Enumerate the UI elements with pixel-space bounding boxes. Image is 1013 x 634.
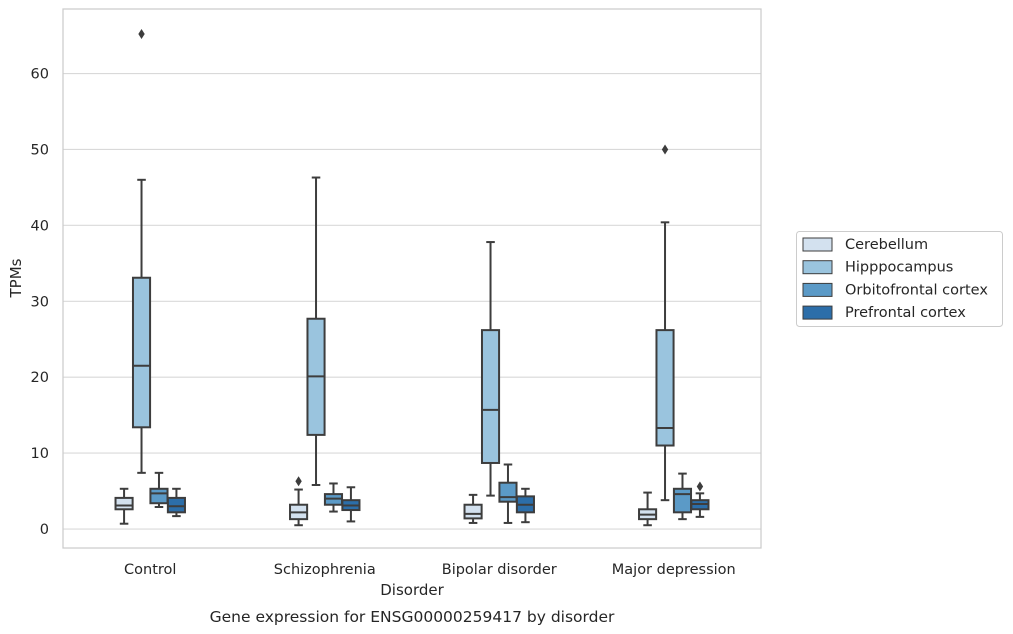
- box-body: [672, 487, 693, 514]
- box-body: [655, 329, 675, 447]
- y-tick-label: 40: [31, 218, 49, 234]
- box-group: [114, 487, 134, 525]
- box-group: [341, 486, 361, 523]
- legend-label: Orbitofrontal cortex: [845, 282, 988, 298]
- legend-swatch: [802, 282, 833, 297]
- y-tick-label: 0: [40, 522, 49, 538]
- legend-label: Cerebellum: [845, 237, 928, 253]
- box-group: [463, 493, 483, 524]
- box-body: [114, 496, 134, 511]
- box-group: [289, 476, 309, 527]
- y-tick-label: 50: [31, 142, 49, 158]
- legend-swatch: [802, 260, 833, 275]
- box-group: [655, 144, 675, 502]
- x-tick-label: Bipolar disorder: [442, 562, 557, 578]
- y-tick-label: 10: [31, 446, 49, 462]
- box-body: [166, 496, 186, 514]
- box-body: [498, 481, 518, 503]
- legend-swatch: [802, 305, 833, 320]
- x-tick-label: Schizophrenia: [274, 562, 376, 578]
- box-body: [131, 276, 152, 429]
- box-groups: [114, 29, 710, 527]
- box-group: [498, 463, 518, 524]
- legend-swatch: [802, 237, 833, 252]
- box-group: [149, 471, 169, 509]
- box-group: [638, 491, 658, 527]
- x-tick-label: Major depression: [612, 562, 736, 578]
- x-tick-label: Control: [124, 562, 176, 578]
- outlier-point: [295, 476, 302, 487]
- y-axis-ticks: 0 10 20 30 40 50 60: [31, 67, 49, 538]
- box-group: [131, 29, 152, 474]
- outlier-point: [661, 144, 669, 155]
- y-axis-label: TPMs: [7, 258, 25, 298]
- legend-label: Hipppocampus: [845, 260, 953, 276]
- legend: Cerebellum Hipppocampus Orbitofrontal cort…: [796, 231, 1003, 327]
- plot-area: [63, 9, 761, 548]
- plot-frame: [62, 8, 762, 549]
- outlier-point: [138, 29, 145, 40]
- legend-frame: [796, 231, 1003, 327]
- box-group: [323, 482, 344, 513]
- box-body: [463, 503, 483, 520]
- y-tick-label: 60: [31, 67, 49, 83]
- y-tick-label: 30: [31, 294, 49, 310]
- box-group: [306, 176, 326, 486]
- box-group: [480, 241, 501, 497]
- box-group: [690, 481, 710, 518]
- x-axis-label: Disorder: [380, 581, 444, 599]
- y-tick-label: 20: [31, 370, 49, 386]
- chart-caption: Gene expression for ENSG00000259417 by d…: [210, 608, 615, 626]
- x-axis-ticks: Control Schizophrenia Bipolar disorder Majo…: [124, 562, 736, 578]
- legend-label: Prefrontal cortex: [845, 305, 966, 321]
- box-group: [166, 487, 186, 518]
- outlier-point: [696, 481, 704, 492]
- box-group: [515, 487, 535, 524]
- grid-lines: [63, 72, 761, 530]
- box-body: [149, 487, 169, 505]
- box-body: [480, 329, 501, 464]
